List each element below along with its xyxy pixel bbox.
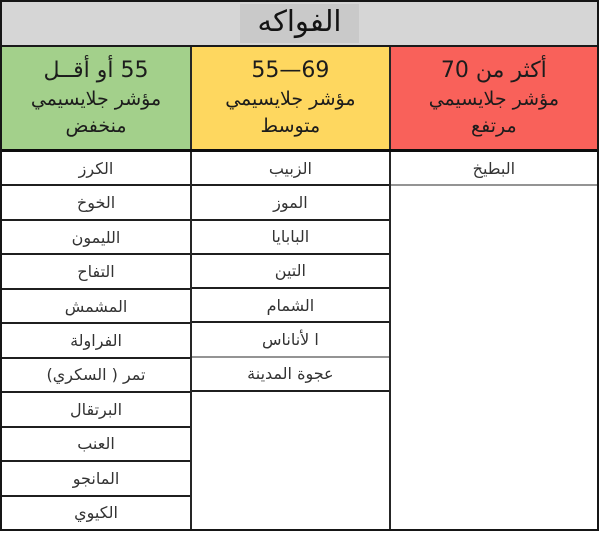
fruit-cell: التفاح bbox=[2, 255, 191, 290]
fruit-cell: المشمش bbox=[2, 290, 191, 325]
table-title-highlight: الفواكه bbox=[239, 3, 360, 44]
column-medium-gi-list: الزبيب الموز البابايا التين الشمام ا لأن… bbox=[190, 152, 389, 529]
fruit-cell: عجوة المدينة bbox=[192, 358, 389, 392]
fruit-cell: العنب bbox=[2, 428, 191, 463]
header-high-gi: أكثر من 70 مؤشر جلايسيمي مرتفع bbox=[388, 47, 597, 149]
empty-cell bbox=[192, 392, 389, 529]
empty-cell bbox=[391, 186, 597, 529]
fruit-cell: الكرز bbox=[2, 152, 191, 187]
fruit-cell: الموز bbox=[192, 186, 389, 221]
header-high-gi-level: مرتفع bbox=[471, 115, 517, 138]
fruit-cell: الشمام bbox=[192, 289, 389, 324]
fruit-cell: البابايا bbox=[192, 221, 389, 255]
header-low-gi-index-label: مؤشر جلايسيمي bbox=[30, 87, 162, 110]
fruit-cell: التين bbox=[192, 255, 389, 290]
column-high-gi-list: البطيخ bbox=[388, 152, 597, 529]
fruit-cell: الفراولة bbox=[2, 324, 191, 359]
fruit-cell: ا لأناناس bbox=[192, 323, 389, 358]
header-high-gi-index-label: مؤشر جلايسيمي bbox=[428, 87, 560, 110]
header-low-gi-range: 55 أو أقــل bbox=[43, 57, 149, 83]
header-low-gi: 55 أو أقــل مؤشر جلايسيمي منخفض bbox=[2, 47, 191, 149]
fruit-cell: الكيوي bbox=[74, 503, 118, 523]
fruit-cell: الخوخ bbox=[2, 186, 191, 221]
header-high-gi-range: أكثر من 70 bbox=[440, 57, 547, 83]
header-medium-gi-range: 69—55 bbox=[251, 57, 330, 83]
table-header-row: 55 أو أقــل مؤشر جلايسيمي منخفض 69—55 مؤ… bbox=[2, 47, 597, 152]
table-body: الكرز الخوخ الليمون التفاح المشمش الفراو… bbox=[2, 152, 597, 529]
fruit-cell: البرتقال bbox=[2, 393, 191, 428]
table-title-bar: الفواكه bbox=[2, 2, 597, 47]
fruit-cell: الليمون bbox=[2, 221, 191, 256]
table-title: الفواكه bbox=[257, 3, 342, 38]
fruit-cell: المانجو bbox=[2, 462, 191, 497]
header-medium-gi-index-label: مؤشر جلايسيمي bbox=[225, 87, 356, 110]
fruit-cell: تمر ( السكري) bbox=[2, 359, 191, 394]
fruit-cell: البطيخ bbox=[390, 152, 597, 187]
fruit-cell: الزبيب bbox=[192, 152, 389, 187]
header-medium-gi: 69—55 مؤشر جلايسيمي متوسط bbox=[190, 47, 389, 149]
header-medium-gi-level: متوسط bbox=[260, 115, 321, 138]
header-low-gi-level: منخفض bbox=[65, 115, 127, 138]
column-low-gi-list: الكرز الخوخ الليمون التفاح المشمش الفراو… bbox=[2, 152, 191, 529]
